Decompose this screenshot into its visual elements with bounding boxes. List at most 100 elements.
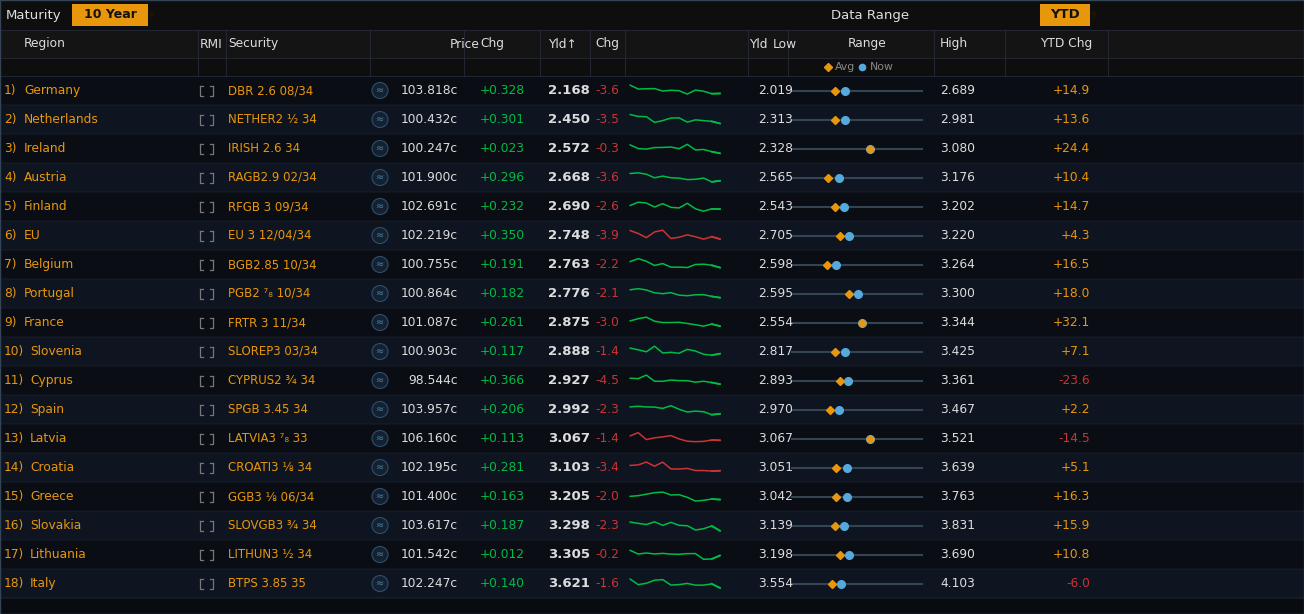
Text: -2.2: -2.2 (595, 258, 619, 271)
Text: ≈: ≈ (376, 433, 385, 443)
Text: 3.198: 3.198 (758, 548, 793, 561)
Text: 3.344: 3.344 (940, 316, 975, 329)
Text: 3.554: 3.554 (758, 577, 793, 590)
Text: 2.690: 2.690 (548, 200, 589, 213)
Text: 2.668: 2.668 (548, 171, 589, 184)
Text: 102.691c: 102.691c (400, 200, 458, 213)
Text: +10.8: +10.8 (1052, 548, 1090, 561)
Circle shape (372, 286, 389, 301)
Text: -3.5: -3.5 (595, 113, 619, 126)
Circle shape (372, 575, 389, 591)
Text: 2.888: 2.888 (548, 345, 589, 358)
Text: ≈: ≈ (376, 144, 385, 154)
Bar (0, 569, 1304, 598)
Text: +16.3: +16.3 (1052, 490, 1090, 503)
Text: +24.4: +24.4 (1052, 142, 1090, 155)
Text: Security: Security (228, 37, 278, 50)
Circle shape (372, 112, 389, 128)
Bar (0, 308, 1304, 337)
Text: GGB3 ⅛ 06/34: GGB3 ⅛ 06/34 (228, 490, 314, 503)
Text: +0.140: +0.140 (480, 577, 526, 590)
Text: RFGB 3 09/34: RFGB 3 09/34 (228, 200, 309, 213)
Text: 2.328: 2.328 (758, 142, 793, 155)
Text: +0.182: +0.182 (480, 287, 526, 300)
Bar (0, 250, 1304, 279)
Circle shape (372, 430, 389, 446)
Bar (0, 30, 1304, 58)
Text: -4.5: -4.5 (595, 374, 619, 387)
Text: Price: Price (450, 37, 480, 50)
Text: -6.0: -6.0 (1067, 577, 1090, 590)
Text: ≈: ≈ (376, 260, 385, 270)
Text: 9): 9) (4, 316, 17, 329)
Text: 103.957c: 103.957c (400, 403, 458, 416)
Text: 101.087c: 101.087c (400, 316, 458, 329)
Text: Finland: Finland (23, 200, 68, 213)
Bar (0, 279, 1304, 308)
Text: 2.748: 2.748 (548, 229, 589, 242)
Text: ≈: ≈ (376, 550, 385, 559)
Bar (0, 395, 1304, 424)
Text: Chg: Chg (480, 37, 505, 50)
Text: 3.425: 3.425 (940, 345, 975, 358)
Text: 17): 17) (4, 548, 25, 561)
Text: 102.195c: 102.195c (400, 461, 458, 474)
Text: Lithuania: Lithuania (30, 548, 87, 561)
Text: 3.264: 3.264 (940, 258, 975, 271)
Text: 3.298: 3.298 (548, 519, 589, 532)
Text: 2.776: 2.776 (548, 287, 589, 300)
Bar (0, 58, 1304, 76)
Text: France: France (23, 316, 65, 329)
Bar (0, 134, 1304, 163)
Text: FRTR 3 11/34: FRTR 3 11/34 (228, 316, 306, 329)
Text: ≈: ≈ (376, 201, 385, 211)
Circle shape (372, 459, 389, 475)
Text: 16): 16) (4, 519, 25, 532)
Text: CROATI3 ⅛ 34: CROATI3 ⅛ 34 (228, 461, 312, 474)
Text: 3.763: 3.763 (940, 490, 975, 503)
Circle shape (372, 343, 389, 360)
Text: +0.301: +0.301 (480, 113, 526, 126)
Text: +5.1: +5.1 (1060, 461, 1090, 474)
Text: 100.903c: 100.903c (400, 345, 458, 358)
Text: 2.554: 2.554 (758, 316, 793, 329)
Text: 3.220: 3.220 (940, 229, 975, 242)
Text: SLOVGB3 ¾ 34: SLOVGB3 ¾ 34 (228, 519, 317, 532)
Text: ≈: ≈ (376, 346, 385, 357)
Text: 1): 1) (4, 84, 17, 97)
Text: 3.639: 3.639 (940, 461, 975, 474)
Bar (0, 453, 1304, 482)
Text: 2.927: 2.927 (548, 374, 589, 387)
Text: +0.023: +0.023 (480, 142, 526, 155)
Text: +0.117: +0.117 (480, 345, 526, 358)
Text: -3.6: -3.6 (595, 84, 619, 97)
Text: 98.544c: 98.544c (408, 374, 458, 387)
Text: Germany: Germany (23, 84, 81, 97)
Bar (0, 366, 1304, 395)
Text: Slovakia: Slovakia (30, 519, 81, 532)
Text: 3.467: 3.467 (940, 403, 975, 416)
Text: +0.328: +0.328 (480, 84, 526, 97)
Text: ≈: ≈ (376, 317, 385, 327)
Circle shape (372, 546, 389, 562)
Text: 2.970: 2.970 (758, 403, 793, 416)
Text: +14.7: +14.7 (1052, 200, 1090, 213)
Text: Latvia: Latvia (30, 432, 68, 445)
Text: 2.875: 2.875 (548, 316, 589, 329)
Text: 2.572: 2.572 (548, 142, 589, 155)
Text: 2.168: 2.168 (548, 84, 589, 97)
Text: 8): 8) (4, 287, 17, 300)
Text: -23.6: -23.6 (1059, 374, 1090, 387)
Text: NETHER2 ½ 34: NETHER2 ½ 34 (228, 113, 317, 126)
Text: +15.9: +15.9 (1052, 519, 1090, 532)
Text: 6): 6) (4, 229, 17, 242)
Text: 3): 3) (4, 142, 17, 155)
Circle shape (372, 257, 389, 273)
Text: 11): 11) (4, 374, 25, 387)
Text: YTD: YTD (1050, 9, 1080, 21)
Text: Low: Low (773, 37, 797, 50)
Text: 2): 2) (4, 113, 17, 126)
Circle shape (372, 489, 389, 505)
Circle shape (372, 82, 389, 98)
Text: 3.103: 3.103 (548, 461, 589, 474)
